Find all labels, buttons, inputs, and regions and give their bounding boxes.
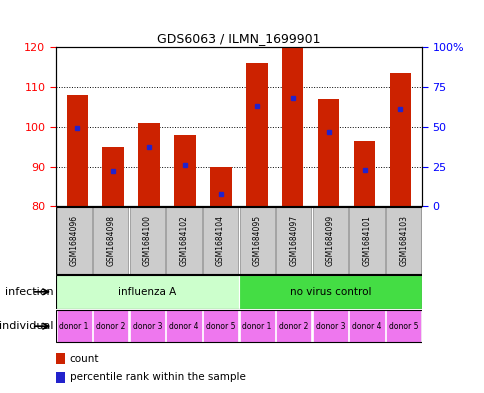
Text: GSM1684097: GSM1684097	[288, 215, 298, 266]
Bar	[385, 310, 420, 342]
Bar	[389, 73, 410, 206]
Bar	[276, 310, 311, 342]
Text: donor 5: donor 5	[388, 322, 418, 331]
Bar	[56, 353, 64, 364]
Bar	[166, 310, 201, 342]
Text: individual: individual	[0, 321, 53, 331]
Bar	[210, 167, 231, 206]
Bar	[349, 207, 384, 274]
Text: donor 4: donor 4	[169, 322, 198, 331]
Bar	[353, 141, 375, 206]
Text: donor 4: donor 4	[351, 322, 381, 331]
Text: donor 3: donor 3	[132, 322, 162, 331]
Bar	[174, 135, 196, 206]
Text: GSM1684098: GSM1684098	[106, 215, 115, 266]
Text: count: count	[70, 354, 99, 364]
Bar	[57, 207, 91, 274]
Text: GSM1684103: GSM1684103	[398, 215, 408, 266]
Text: donor 5: donor 5	[205, 322, 235, 331]
Text: no virus control: no virus control	[289, 287, 370, 297]
Text: GSM1684101: GSM1684101	[362, 215, 371, 266]
Title: GDS6063 / ILMN_1699901: GDS6063 / ILMN_1699901	[157, 31, 320, 44]
Text: infection: infection	[5, 287, 53, 297]
Bar	[203, 310, 238, 342]
Bar	[166, 207, 201, 274]
Bar	[245, 63, 267, 206]
Bar	[239, 275, 421, 309]
Text: GSM1684100: GSM1684100	[142, 215, 151, 266]
Bar	[385, 207, 420, 274]
Text: donor 2: donor 2	[278, 322, 308, 331]
Text: donor 1: donor 1	[242, 322, 272, 331]
Bar	[56, 371, 64, 383]
Bar	[312, 310, 347, 342]
Bar	[57, 310, 91, 342]
Text: GSM1684099: GSM1684099	[325, 215, 334, 266]
Bar	[281, 47, 303, 206]
Bar	[349, 310, 384, 342]
Bar	[203, 207, 238, 274]
Text: GSM1684096: GSM1684096	[69, 215, 78, 266]
Text: donor 3: donor 3	[315, 322, 345, 331]
Bar	[56, 275, 239, 309]
Bar	[138, 123, 160, 206]
Bar	[239, 207, 274, 274]
Bar	[312, 207, 347, 274]
Text: influenza A: influenza A	[118, 287, 176, 297]
Bar	[317, 99, 339, 206]
Bar	[93, 310, 128, 342]
Text: donor 2: donor 2	[96, 322, 125, 331]
Text: GSM1684104: GSM1684104	[215, 215, 225, 266]
Bar	[130, 310, 165, 342]
Text: GSM1684095: GSM1684095	[252, 215, 261, 266]
Bar	[239, 310, 274, 342]
Text: donor 1: donor 1	[59, 322, 89, 331]
Bar	[102, 147, 124, 206]
Bar	[130, 207, 165, 274]
Text: percentile rank within the sample: percentile rank within the sample	[70, 372, 245, 382]
Bar	[93, 207, 128, 274]
Bar	[276, 207, 311, 274]
Bar	[66, 95, 88, 206]
Text: GSM1684102: GSM1684102	[179, 215, 188, 266]
